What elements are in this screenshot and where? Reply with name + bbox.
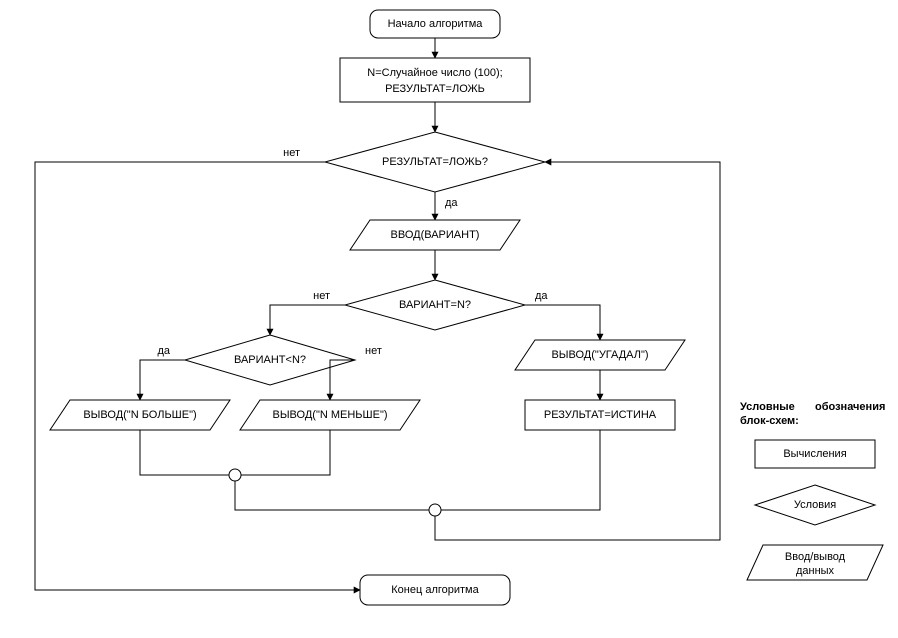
edge-cond2-no-cond3 bbox=[270, 305, 345, 335]
node-cond3-label: ВАРИАНТ<N? bbox=[234, 354, 306, 366]
cond2-yes-label: да bbox=[535, 290, 548, 302]
node-init bbox=[340, 58, 530, 102]
legend-process-label: Вычисления bbox=[783, 448, 846, 460]
node-cond1-label: РЕЗУЛЬТАТ=ЛОЖЬ? bbox=[382, 156, 488, 168]
legend-title-2: обозначения bbox=[815, 401, 885, 413]
edge-j1-to-j2 bbox=[235, 481, 429, 510]
node-end-label: Конец алгоритма bbox=[391, 584, 479, 596]
cond3-yes-label: да bbox=[157, 345, 170, 357]
edge-big-to-j1 bbox=[140, 430, 229, 475]
edge-cond1-no-end bbox=[35, 162, 360, 590]
edge-cond3-yes-big bbox=[140, 360, 185, 400]
legend-title-1: Условные bbox=[740, 401, 795, 413]
node-start-label: Начало алгоритма bbox=[388, 18, 484, 30]
flowchart-canvas: Начало алгоритма N=Случайное число (100)… bbox=[0, 0, 898, 638]
node-out-big-label: ВЫВОД("N БОЛЬШЕ") bbox=[83, 409, 196, 421]
cond2-no-label: нет bbox=[313, 290, 330, 302]
legend-io-label2: данных bbox=[796, 565, 835, 577]
junction-2 bbox=[429, 504, 441, 516]
legend-io-label1: Ввод/вывод bbox=[785, 551, 846, 563]
cond1-no-label: нет bbox=[283, 147, 300, 159]
junction-1 bbox=[229, 469, 241, 481]
cond3-no-label: нет bbox=[365, 345, 382, 357]
node-out-win-label: ВЫВОД("УГАДАЛ") bbox=[551, 349, 648, 361]
node-input-label: ВВОД(ВАРИАНТ) bbox=[391, 229, 480, 241]
node-init-line2: РЕЗУЛЬТАТ=ЛОЖЬ bbox=[385, 83, 485, 95]
legend-decision-label: Условия bbox=[794, 499, 836, 511]
cond1-yes-label: да bbox=[445, 197, 458, 209]
node-init-line1: N=Случайное число (100); bbox=[367, 67, 502, 79]
node-set-true-label: РЕЗУЛЬТАТ=ИСТИНА bbox=[544, 409, 657, 421]
node-out-small-label: ВЫВОД("N МЕНЬШЕ") bbox=[272, 409, 387, 421]
edge-settrue-to-j2 bbox=[441, 430, 600, 510]
edge-small-to-j1 bbox=[241, 430, 330, 475]
node-cond2-label: ВАРИАНТ=N? bbox=[399, 299, 471, 311]
legend-title-3: блок-схем: bbox=[740, 415, 799, 427]
edge-cond2-yes-outwin bbox=[525, 305, 600, 340]
